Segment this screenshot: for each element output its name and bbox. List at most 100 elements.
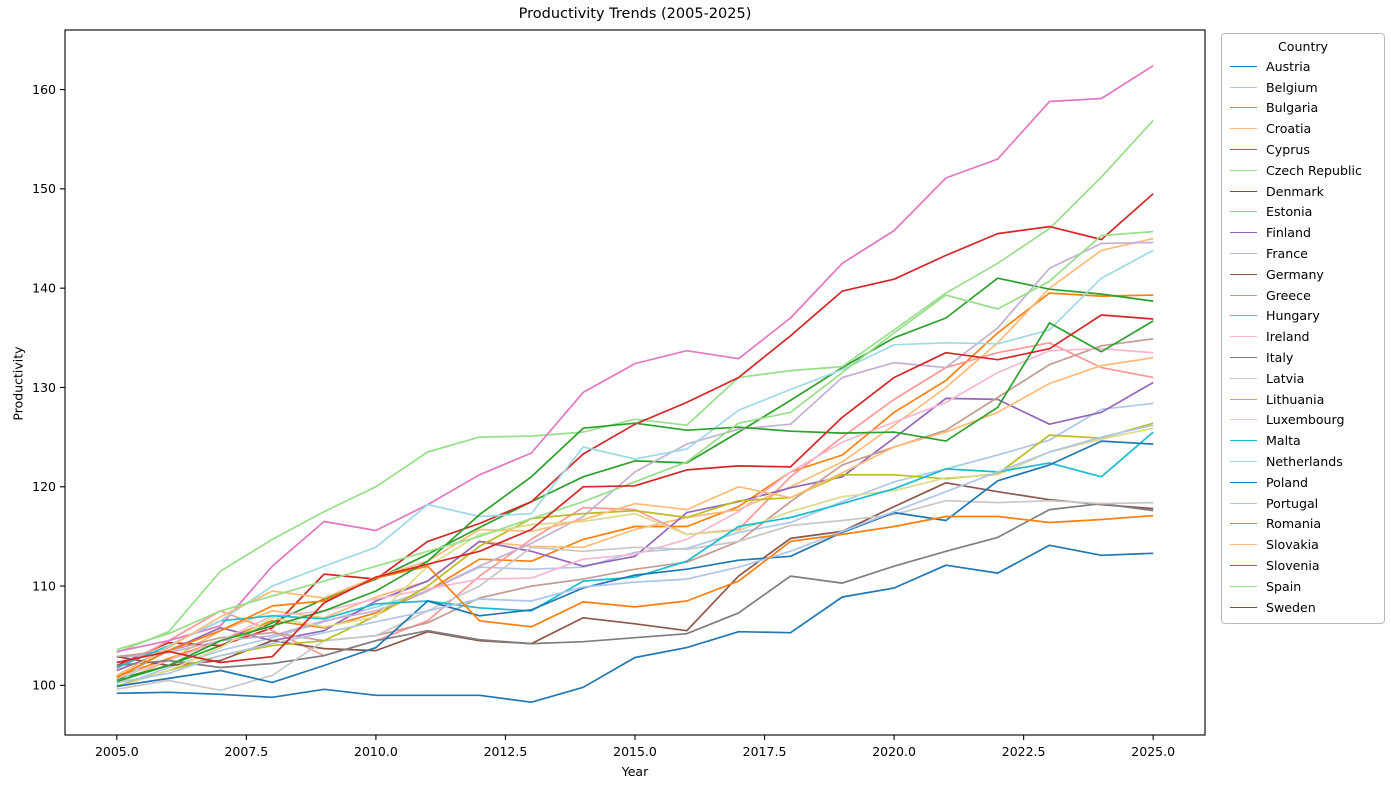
legend-item-romania: Romania — [1230, 514, 1376, 535]
series-line-hungary — [116, 64, 1154, 653]
series-line-austria — [116, 544, 1154, 704]
legend-swatch — [1230, 565, 1257, 567]
legend-label: Luxembourg — [1266, 412, 1345, 428]
legend-swatch — [1230, 232, 1257, 234]
legend-label: Germany — [1266, 266, 1324, 282]
series-line-bulgaria — [116, 292, 1154, 678]
legend-swatch — [1230, 523, 1257, 525]
legend-label: Greece — [1266, 287, 1311, 303]
legend-label: Bulgaria — [1266, 100, 1319, 116]
legend-label: Finland — [1266, 225, 1312, 241]
legend-item-poland: Poland — [1230, 472, 1376, 493]
legend-label: Spain — [1266, 578, 1302, 594]
y-tick-label: 160 — [32, 82, 56, 97]
legend-swatch — [1230, 398, 1257, 400]
legend-item-malta: Malta — [1230, 430, 1376, 451]
legend-swatch — [1230, 315, 1257, 317]
legend-item-germany: Germany — [1230, 264, 1376, 285]
plot-frame — [64, 29, 1206, 736]
legend-swatch — [1230, 107, 1257, 109]
series-line-denmark — [116, 193, 1154, 667]
legend-swatch — [1230, 128, 1257, 130]
series-line-sweden — [116, 314, 1154, 664]
series-line-estonia — [116, 341, 1154, 670]
legend-swatch — [1230, 65, 1257, 67]
legend-swatch — [1230, 211, 1257, 213]
legend-item-france: France — [1230, 243, 1376, 264]
legend-item-lithuania: Lithuania — [1230, 389, 1376, 410]
legend-item-netherlands: Netherlands — [1230, 451, 1376, 472]
series-line-cyprus — [116, 277, 1154, 681]
legend-item-czech-republic: Czech Republic — [1230, 160, 1376, 181]
series-line-portugal — [116, 424, 1154, 684]
legend-swatch — [1230, 357, 1257, 359]
legend-item-belgium: Belgium — [1230, 77, 1376, 98]
legend-item-cyprus: Cyprus — [1230, 139, 1376, 160]
legend-swatch — [1230, 86, 1257, 88]
legend-label: Belgium — [1266, 79, 1318, 95]
legend-swatch — [1230, 440, 1257, 442]
legend-item-denmark: Denmark — [1230, 181, 1376, 202]
x-tick-label: 2010.0 — [354, 744, 398, 759]
legend-item-spain: Spain — [1230, 576, 1376, 597]
series-line-greece — [116, 337, 1154, 658]
chart-title: Productivity Trends (2005-2025) — [518, 6, 752, 22]
legend-title: Country — [1277, 39, 1329, 54]
legend-label: Slovakia — [1266, 537, 1319, 553]
legend-swatch — [1230, 253, 1257, 255]
legend-item-greece: Greece — [1230, 285, 1376, 306]
legend-swatch — [1230, 481, 1257, 483]
x-axis-label: Year — [621, 764, 649, 779]
legend-label: Lithuania — [1266, 391, 1325, 407]
series-line-slovenia — [116, 320, 1154, 683]
legend-label: Malta — [1266, 433, 1301, 449]
y-axis-label: Productivity — [10, 346, 26, 421]
legend-label: Ireland — [1266, 329, 1310, 345]
series-line-malta — [116, 431, 1154, 669]
legend-item-estonia: Estonia — [1230, 202, 1376, 223]
legend-swatch — [1230, 190, 1257, 192]
legend-label: Sweden — [1266, 599, 1316, 615]
legend-swatch — [1230, 461, 1257, 463]
legend-label: Cyprus — [1266, 142, 1310, 158]
legend-item-finland: Finland — [1230, 222, 1376, 243]
legend-item-austria: Austria — [1230, 56, 1376, 77]
x-tick-label: 2007.5 — [224, 744, 268, 759]
x-tick-label: 2022.5 — [1002, 744, 1046, 759]
legend-item-italy: Italy — [1230, 347, 1376, 368]
series-line-ireland — [116, 347, 1154, 680]
series-line-latvia — [116, 499, 1154, 692]
legend-swatch — [1230, 149, 1257, 151]
legend-item-slovenia: Slovenia — [1230, 555, 1376, 576]
legend-swatch — [1230, 169, 1257, 171]
x-tick-label: 2020.0 — [872, 744, 916, 759]
legend-label: Romania — [1266, 516, 1322, 532]
legend-swatch — [1230, 377, 1257, 379]
legend-label: France — [1266, 246, 1308, 262]
series-line-finland — [116, 381, 1154, 672]
legend-item-sweden: Sweden — [1230, 597, 1376, 618]
legend-swatch — [1230, 585, 1257, 587]
x-tick-label: 2005.0 — [95, 744, 139, 759]
legend-item-croatia: Croatia — [1230, 118, 1376, 139]
legend-swatch — [1230, 544, 1257, 546]
legend-label: Poland — [1266, 474, 1309, 490]
y-tick-label: 150 — [32, 181, 56, 196]
legend-item-luxembourg: Luxembourg — [1230, 410, 1376, 431]
series-line-netherlands — [116, 249, 1154, 686]
legend-label: Latvia — [1266, 370, 1305, 386]
legend-item-slovakia: Slovakia — [1230, 534, 1376, 555]
legend-swatch — [1230, 502, 1257, 504]
legend-label: Croatia — [1266, 121, 1312, 137]
legend-swatch — [1230, 606, 1257, 608]
series-line-spain — [116, 230, 1154, 651]
x-tick-label: 2025.0 — [1131, 744, 1175, 759]
series-line-italy — [116, 502, 1154, 669]
x-tick-label: 2017.5 — [743, 744, 787, 759]
y-tick-label: 120 — [32, 479, 56, 494]
legend-label: Hungary — [1266, 308, 1320, 324]
legend-label: Denmark — [1266, 183, 1324, 199]
legend-items: Austria Belgium Bulgaria Croatia Cyprus Czech… — [1230, 56, 1376, 618]
legend-item-latvia: Latvia — [1230, 368, 1376, 389]
